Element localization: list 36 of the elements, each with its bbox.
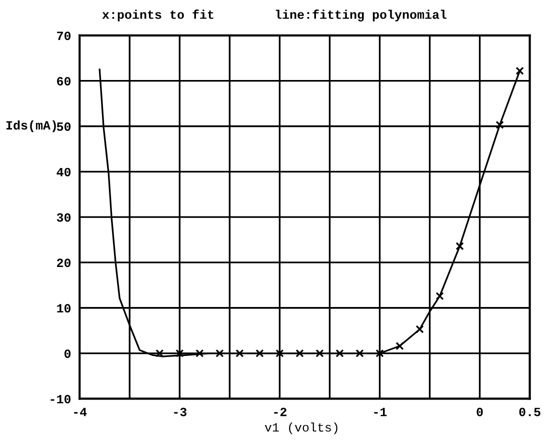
x-tick-label: -1 [374,408,387,416]
x-tick-label: -3 [174,408,187,416]
point [296,349,304,358]
point [236,349,244,358]
point [456,242,464,250]
y-tick-label: 0 [64,349,71,358]
point [516,66,524,75]
point [416,325,424,334]
x-tick-label: -2 [274,408,286,416]
point [316,349,324,358]
y-tick-label: 70 [57,32,71,40]
y-tick-label: 20 [57,258,71,268]
y-tick-label: -10 [50,394,71,404]
x-axis-title: v1 (volts) [264,422,338,434]
point [396,342,404,350]
y-tick-label: 40 [56,168,71,176]
point [336,349,344,358]
point [196,349,204,358]
point [256,349,264,358]
point [176,349,184,358]
point [496,120,504,129]
chart-title: x:points to fit line:fitting polynomial [102,10,447,22]
point [216,349,224,358]
y-tick-label: 30 [56,213,71,222]
point [276,349,284,358]
point [156,349,164,358]
point [356,349,364,358]
y-tick-label: 50 [56,122,71,131]
x-tick-label: 0.5 [519,408,540,416]
point [436,292,444,300]
y-tick-label: 60 [57,77,71,86]
y-tick-label: 10 [57,304,71,313]
y-axis-title: Ids(mA) [6,120,56,132]
x-tick-label: 0 [476,408,483,416]
x-tick-label: -4 [74,408,87,416]
point [376,349,384,358]
